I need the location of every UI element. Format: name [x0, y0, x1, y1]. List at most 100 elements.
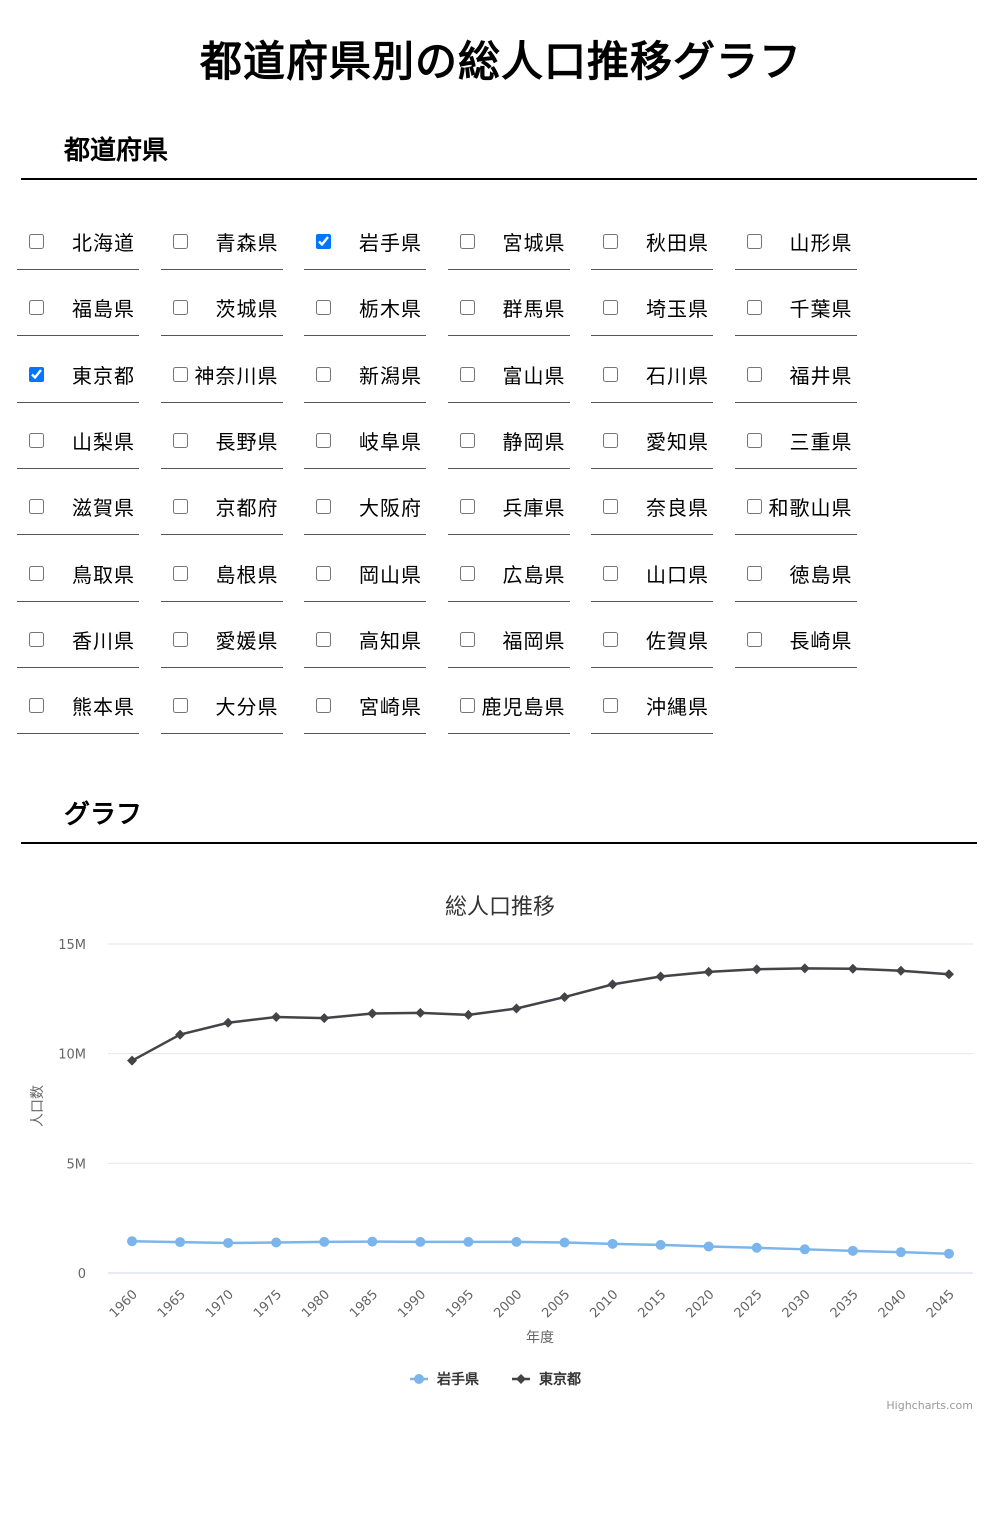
- prefecture-checkbox[interactable]: [29, 366, 44, 382]
- data-point[interactable]: [607, 1238, 618, 1249]
- prefecture-item[interactable]: 島根県: [160, 546, 283, 602]
- legend-item[interactable]: 岩手県: [410, 1371, 479, 1388]
- prefecture-checkbox[interactable]: [29, 499, 44, 515]
- data-point[interactable]: [847, 1245, 858, 1256]
- prefecture-checkbox[interactable]: [603, 300, 618, 316]
- prefecture-item[interactable]: 熊本県: [17, 678, 139, 735]
- prefecture-item[interactable]: 福島県: [17, 280, 139, 337]
- prefecture-checkbox[interactable]: [746, 234, 762, 249]
- prefecture-item[interactable]: 東京都: [17, 347, 139, 403]
- prefecture-item[interactable]: 千葉県: [734, 280, 857, 337]
- prefecture-item[interactable]: 秋田県: [591, 214, 713, 270]
- prefecture-item[interactable]: 石川県: [591, 347, 713, 403]
- prefecture-item[interactable]: 静岡県: [447, 413, 570, 469]
- prefecture-checkbox[interactable]: [746, 432, 762, 448]
- data-point[interactable]: [511, 1236, 522, 1247]
- prefecture-checkbox[interactable]: [29, 698, 44, 714]
- prefecture-checkbox[interactable]: [459, 631, 475, 647]
- prefecture-checkbox[interactable]: [316, 698, 331, 714]
- prefecture-checkbox[interactable]: [603, 565, 618, 581]
- prefecture-checkbox[interactable]: [316, 234, 331, 249]
- prefecture-item[interactable]: 宮城県: [447, 214, 570, 270]
- data-point[interactable]: [463, 1009, 474, 1020]
- prefecture-item[interactable]: 北海道: [17, 214, 139, 270]
- prefecture-checkbox[interactable]: [172, 234, 188, 249]
- prefecture-checkbox[interactable]: [603, 234, 618, 249]
- prefecture-checkbox[interactable]: [603, 499, 618, 515]
- prefecture-item[interactable]: 佐賀県: [591, 612, 713, 668]
- data-point[interactable]: [655, 1239, 666, 1250]
- prefecture-checkbox[interactable]: [459, 698, 475, 714]
- data-point[interactable]: [223, 1017, 234, 1028]
- data-point[interactable]: [367, 1236, 378, 1247]
- prefecture-item[interactable]: 富山県: [447, 347, 570, 403]
- prefecture-checkbox[interactable]: [29, 234, 44, 249]
- prefecture-item[interactable]: 茨城県: [160, 280, 283, 337]
- prefecture-checkbox[interactable]: [29, 565, 44, 581]
- prefecture-item[interactable]: 長野県: [160, 413, 283, 469]
- prefecture-item[interactable]: 埼玉県: [591, 280, 713, 337]
- prefecture-item[interactable]: 兵庫県: [447, 479, 570, 536]
- data-point[interactable]: [463, 1236, 474, 1247]
- prefecture-checkbox[interactable]: [172, 432, 188, 448]
- prefecture-item[interactable]: 山梨県: [17, 413, 139, 469]
- prefecture-item[interactable]: 福岡県: [447, 612, 570, 668]
- prefecture-checkbox[interactable]: [459, 366, 475, 382]
- data-point[interactable]: [223, 1237, 234, 1248]
- prefecture-item[interactable]: 新潟県: [304, 347, 426, 403]
- data-point[interactable]: [895, 1247, 906, 1258]
- data-point[interactable]: [319, 1236, 330, 1247]
- prefecture-item[interactable]: 香川県: [17, 612, 139, 668]
- prefecture-item[interactable]: 山口県: [591, 546, 713, 602]
- data-point[interactable]: [943, 969, 954, 980]
- prefecture-checkbox[interactable]: [603, 631, 618, 647]
- prefecture-checkbox[interactable]: [316, 366, 331, 382]
- prefecture-checkbox[interactable]: [746, 366, 762, 382]
- prefecture-checkbox[interactable]: [316, 300, 331, 316]
- data-point[interactable]: [847, 963, 858, 974]
- data-point[interactable]: [655, 971, 666, 982]
- prefecture-checkbox[interactable]: [746, 300, 762, 316]
- data-point[interactable]: [943, 1248, 954, 1259]
- prefecture-item[interactable]: 山形県: [734, 214, 857, 270]
- prefecture-item[interactable]: 奈良県: [591, 479, 713, 536]
- prefecture-checkbox[interactable]: [172, 565, 188, 581]
- prefecture-checkbox[interactable]: [603, 366, 618, 382]
- prefecture-checkbox[interactable]: [746, 565, 762, 581]
- data-point[interactable]: [127, 1055, 138, 1066]
- prefecture-item[interactable]: 高知県: [304, 612, 426, 668]
- prefecture-item[interactable]: 岩手県: [304, 214, 426, 270]
- prefecture-item[interactable]: 鹿児島県: [447, 678, 570, 735]
- prefecture-item[interactable]: 福井県: [734, 347, 857, 403]
- data-point[interactable]: [559, 1237, 570, 1248]
- prefecture-checkbox[interactable]: [172, 631, 188, 647]
- prefecture-checkbox[interactable]: [29, 300, 44, 316]
- prefecture-checkbox[interactable]: [172, 698, 188, 714]
- prefecture-item[interactable]: 愛媛県: [160, 612, 283, 668]
- data-point[interactable]: [799, 963, 810, 974]
- prefecture-item[interactable]: 長崎県: [734, 612, 857, 668]
- data-point[interactable]: [319, 1013, 330, 1024]
- prefecture-checkbox[interactable]: [316, 499, 331, 515]
- data-point[interactable]: [895, 965, 906, 976]
- prefecture-item[interactable]: 広島県: [447, 546, 570, 602]
- prefecture-checkbox[interactable]: [746, 631, 762, 647]
- data-point[interactable]: [607, 979, 618, 990]
- data-point[interactable]: [751, 964, 762, 975]
- prefecture-checkbox[interactable]: [172, 300, 188, 316]
- prefecture-checkbox[interactable]: [172, 499, 188, 515]
- series-line[interactable]: [132, 1239, 950, 1255]
- prefecture-checkbox[interactable]: [603, 432, 618, 448]
- prefecture-item[interactable]: 三重県: [734, 413, 857, 469]
- data-point[interactable]: [703, 1241, 714, 1252]
- prefecture-checkbox[interactable]: [29, 631, 44, 647]
- series-line[interactable]: [131, 967, 950, 1062]
- data-point[interactable]: [703, 966, 714, 977]
- prefecture-checkbox[interactable]: [316, 432, 331, 448]
- prefecture-item[interactable]: 群馬県: [447, 280, 570, 337]
- prefecture-checkbox[interactable]: [603, 698, 618, 714]
- data-point[interactable]: [367, 1008, 378, 1019]
- prefecture-item[interactable]: 岡山県: [304, 546, 426, 602]
- data-point[interactable]: [175, 1029, 186, 1040]
- prefecture-item[interactable]: 徳島県: [734, 546, 857, 602]
